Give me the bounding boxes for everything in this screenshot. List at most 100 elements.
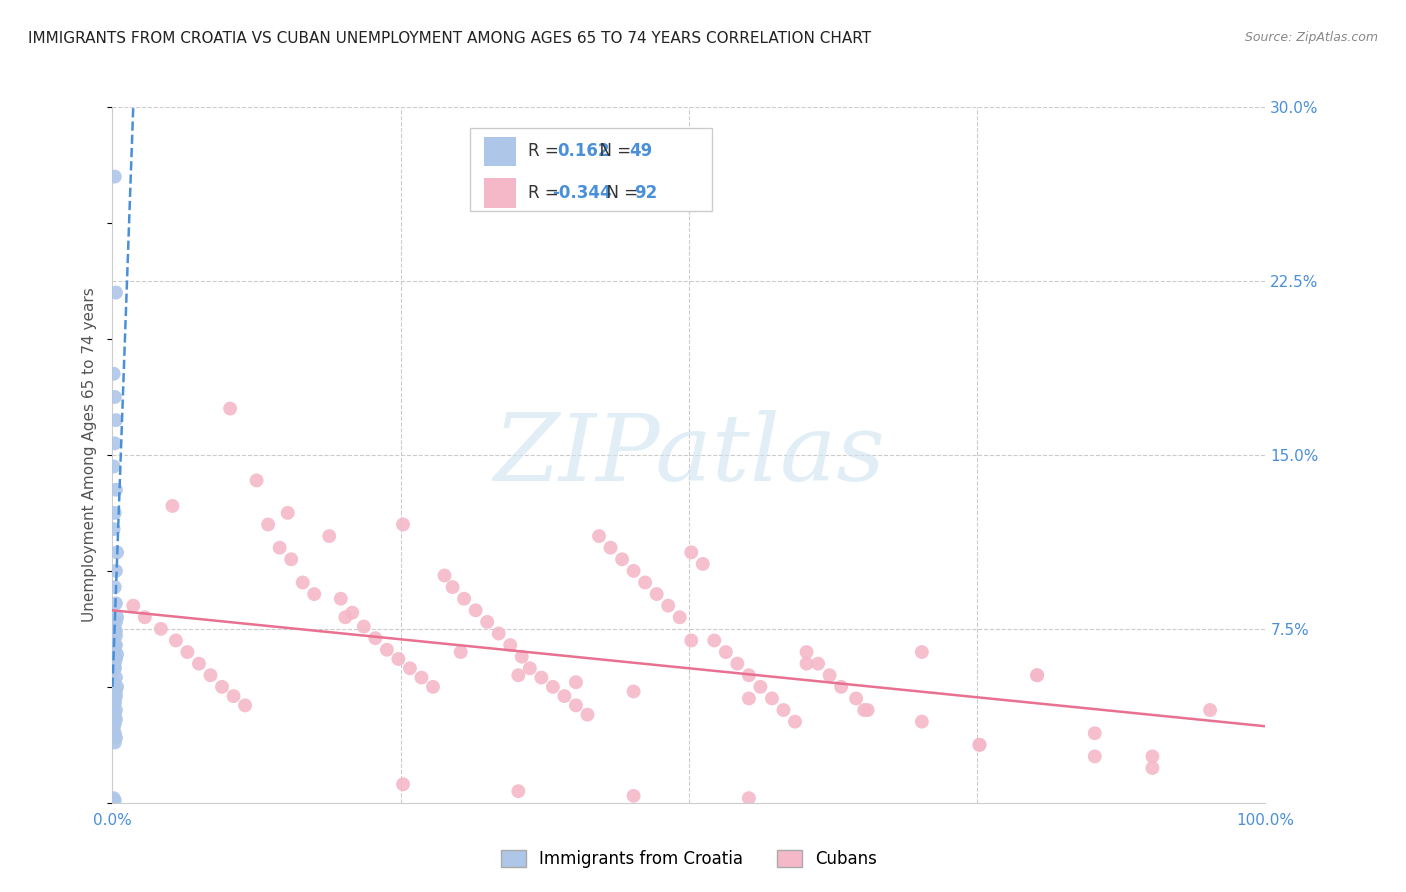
Point	[856, 703, 879, 717]
Point	[353, 619, 375, 633]
Point	[104, 564, 127, 578]
Point	[105, 680, 128, 694]
Point	[104, 285, 127, 300]
Point	[541, 680, 564, 694]
Point	[807, 657, 830, 671]
Point	[103, 649, 125, 664]
Text: R =: R =	[529, 184, 564, 202]
Point	[783, 714, 806, 729]
Point	[411, 671, 433, 685]
Point	[422, 680, 444, 694]
Point	[304, 587, 326, 601]
Y-axis label: Unemployment Among Ages 65 to 74 years: Unemployment Among Ages 65 to 74 years	[82, 287, 97, 623]
Point	[714, 645, 737, 659]
Point	[1199, 703, 1222, 717]
Text: IMMIGRANTS FROM CROATIA VS CUBAN UNEMPLOYMENT AMONG AGES 65 TO 74 YEARS CORRELAT: IMMIGRANTS FROM CROATIA VS CUBAN UNEMPLO…	[28, 31, 872, 46]
Point	[104, 436, 127, 450]
Point	[1026, 668, 1049, 682]
Point	[104, 580, 127, 594]
Point	[104, 657, 127, 671]
Point	[387, 652, 409, 666]
Point	[149, 622, 172, 636]
Point	[623, 684, 645, 698]
Point	[1142, 749, 1164, 764]
Point	[104, 717, 127, 731]
Text: N =: N =	[589, 143, 636, 161]
Point	[104, 661, 127, 675]
Point	[749, 680, 772, 694]
Point	[1084, 749, 1107, 764]
Point	[681, 633, 703, 648]
Point	[519, 661, 541, 675]
Point	[610, 552, 633, 566]
Text: 92: 92	[634, 184, 658, 202]
Point	[565, 675, 588, 690]
Point	[104, 694, 127, 708]
Text: Source: ZipAtlas.com: Source: ZipAtlas.com	[1244, 31, 1378, 45]
Point	[104, 483, 127, 497]
Point	[219, 401, 242, 416]
Point	[969, 738, 991, 752]
Point	[911, 714, 934, 729]
Point	[645, 587, 668, 601]
Point	[103, 522, 125, 536]
Point	[335, 610, 357, 624]
Point	[508, 668, 530, 682]
Point	[104, 707, 127, 722]
Point	[104, 615, 127, 629]
Point	[475, 615, 499, 629]
Point	[104, 731, 127, 745]
Point	[104, 624, 127, 639]
Point	[375, 642, 398, 657]
Text: 0.162: 0.162	[557, 143, 610, 161]
Point	[103, 619, 125, 633]
Point	[103, 459, 125, 474]
Point	[104, 624, 127, 639]
Point	[853, 703, 876, 717]
Point	[588, 529, 610, 543]
Point	[104, 661, 127, 675]
Point	[103, 675, 125, 690]
Point	[104, 629, 127, 643]
Point	[703, 633, 725, 648]
Text: ZIPatlas: ZIPatlas	[494, 410, 884, 500]
Point	[318, 529, 340, 543]
Point	[104, 689, 127, 703]
Point	[104, 696, 127, 710]
Point	[104, 793, 127, 807]
Point	[392, 517, 415, 532]
Point	[104, 684, 127, 698]
Point	[105, 610, 128, 624]
Point	[104, 710, 127, 724]
Point	[104, 638, 127, 652]
Point	[246, 474, 269, 488]
Point	[222, 689, 245, 703]
Point	[104, 390, 127, 404]
Point	[623, 564, 645, 578]
Point	[668, 610, 690, 624]
Point	[634, 575, 657, 590]
Point	[623, 789, 645, 803]
Point	[103, 367, 125, 381]
Point	[911, 645, 934, 659]
Point	[392, 777, 415, 791]
Point	[464, 603, 486, 617]
Point	[772, 703, 794, 717]
Point	[233, 698, 256, 713]
Point	[103, 633, 125, 648]
Point	[1084, 726, 1107, 740]
Point	[104, 596, 127, 610]
Point	[104, 726, 127, 740]
Text: N =: N =	[596, 184, 643, 202]
Text: 49: 49	[630, 143, 652, 161]
Point	[845, 691, 868, 706]
Point	[692, 557, 714, 571]
Point	[103, 703, 125, 717]
Point	[291, 575, 314, 590]
Point	[342, 606, 364, 620]
Point	[725, 657, 748, 671]
Point	[796, 657, 818, 671]
Point	[830, 680, 852, 694]
Point	[280, 552, 302, 566]
Point	[738, 668, 761, 682]
